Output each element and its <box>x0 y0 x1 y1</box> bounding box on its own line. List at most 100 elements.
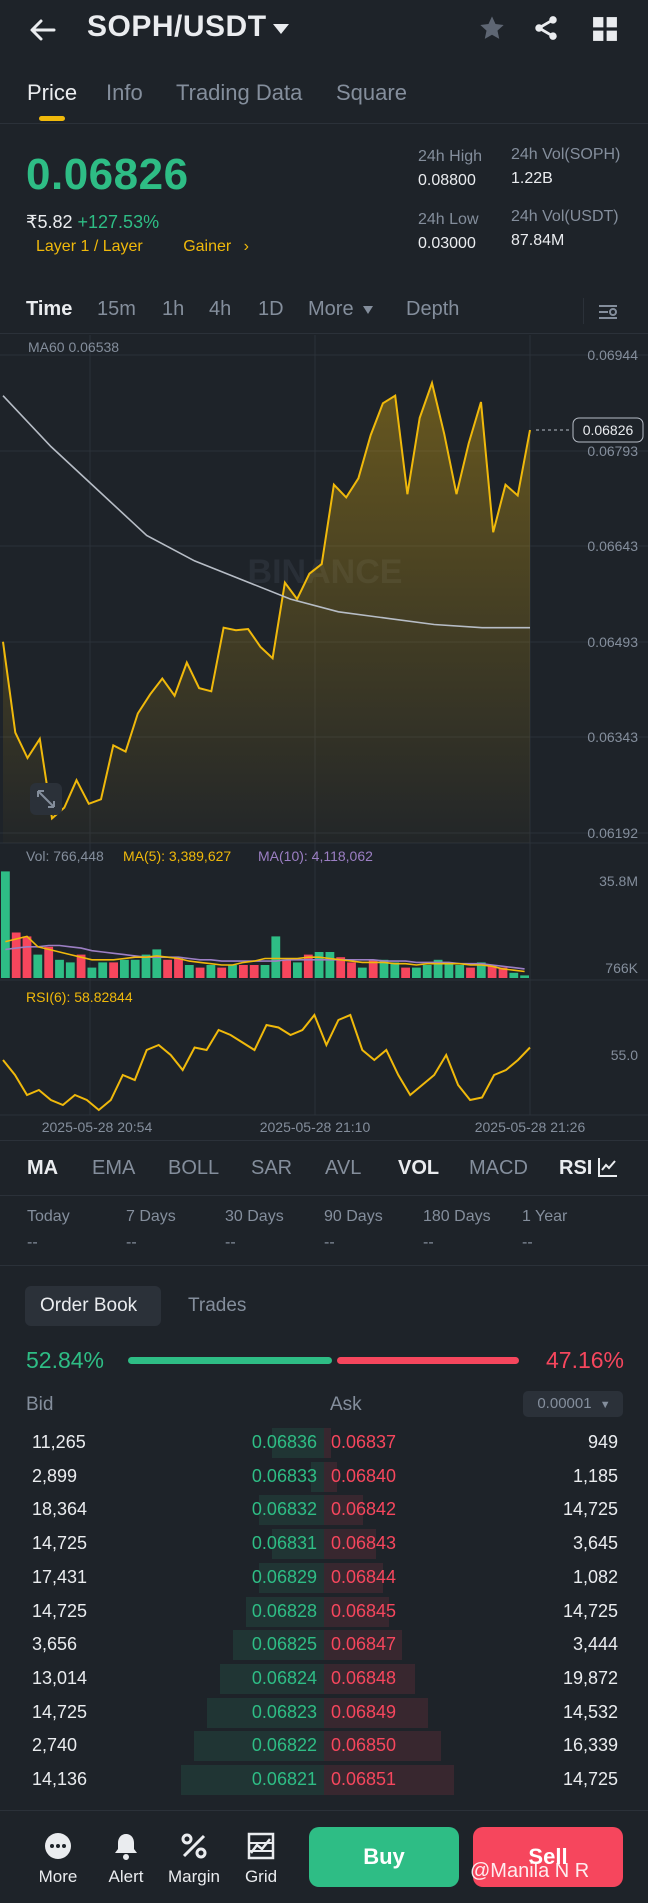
tf-1d[interactable]: 1D <box>258 298 284 320</box>
time-axis-label: 2025-05-28 21:10 <box>260 1119 371 1135</box>
more-button[interactable]: More <box>23 1831 93 1887</box>
ind-boll[interactable]: BOLL <box>168 1157 220 1179</box>
orderbook-row[interactable]: 14,725 0.06828 0.06845 14,725 <box>0 1595 648 1628</box>
bid-depth-bar <box>259 1495 324 1526</box>
star-icon[interactable] <box>478 14 506 42</box>
sell-button[interactable]: Sell <box>473 1827 623 1887</box>
bid-depth-bar <box>194 1731 324 1762</box>
bid-quantity: 17,431 <box>32 1566 88 1587</box>
caret-down-icon[interactable] <box>272 22 290 36</box>
tab-square[interactable]: Square <box>336 80 407 105</box>
orderbook-row[interactable]: 11,265 0.06836 0.06837 949 <box>0 1426 648 1459</box>
bid-price: 0.06832 <box>251 1499 317 1520</box>
low-label: 24h Low <box>418 211 479 228</box>
orderbook-row[interactable]: 17,431 0.06829 0.06844 1,082 <box>0 1561 648 1594</box>
chart-area[interactable]: 0.06944 0.06793 0.06643 0.06493 0.06343 0.061… <box>0 335 648 1135</box>
orderbook-row[interactable]: 14,725 0.06823 0.06849 14,532 <box>0 1696 648 1729</box>
tag-layer[interactable]: Layer 1 / Layer <box>36 238 143 255</box>
price-axis-label: 0.06192 <box>587 825 638 841</box>
price-axis-label: 0.06343 <box>587 729 638 745</box>
bid-ratio: 52.84% <box>26 1347 105 1373</box>
volume-bar <box>217 967 227 978</box>
ask-quantity: 3,444 <box>572 1634 618 1655</box>
tf-4h[interactable]: 4h <box>209 298 232 320</box>
price-axis-label: 0.06493 <box>587 634 638 650</box>
volume-bar <box>368 959 378 978</box>
bid-quantity: 18,364 <box>32 1499 88 1520</box>
ask-price: 0.06849 <box>331 1701 397 1722</box>
precision-select[interactable]: 0.00001 ▼ <box>523 1391 623 1417</box>
tab-bar: Price Info Trading Data Square <box>0 74 648 124</box>
ask-price: 0.06847 <box>331 1634 397 1655</box>
volume-bar <box>239 965 248 978</box>
ask-depth-bar <box>324 1765 454 1795</box>
volume-bar <box>44 946 54 978</box>
orderbook-row[interactable]: 14,136 0.06821 0.06851 14,725 <box>0 1763 648 1796</box>
tab-trading-data[interactable]: Trading Data <box>176 80 303 105</box>
ask-price: 0.06840 <box>331 1465 397 1486</box>
pair-title[interactable]: SOPH/USDT <box>87 10 267 43</box>
ind-avl[interactable]: AVL <box>325 1157 362 1179</box>
alert-button[interactable]: Alert <box>91 1831 161 1887</box>
back-arrow-icon[interactable] <box>28 15 58 45</box>
volume-bar <box>163 959 172 978</box>
ask-price: 0.06848 <box>331 1667 397 1688</box>
ind-macd[interactable]: MACD <box>469 1157 528 1179</box>
bid-price: 0.06822 <box>251 1735 317 1756</box>
orderbook-row[interactable]: 14,725 0.06831 0.06843 3,645 <box>0 1527 648 1560</box>
orderbook-row[interactable]: 2,899 0.06833 0.06840 1,185 <box>0 1460 648 1493</box>
volume-bar <box>444 962 454 978</box>
ind-rsi[interactable]: RSI <box>559 1157 593 1179</box>
ma60-line <box>2 395 530 629</box>
tf-more[interactable]: More <box>308 298 354 320</box>
volume-bar <box>303 954 313 978</box>
fiat-price: ₹5.82 <box>26 212 73 232</box>
ma60-label: MA60 0.06538 <box>28 339 119 355</box>
grid-icon[interactable] <box>592 16 618 42</box>
bid-price: 0.06821 <box>251 1769 317 1789</box>
ask-depth-bar <box>324 1562 383 1593</box>
tf-depth[interactable]: Depth <box>406 298 460 320</box>
bid-depth-bar <box>272 1428 324 1458</box>
grid-button[interactable]: Grid <box>226 1831 296 1887</box>
tf-time[interactable]: Time <box>26 298 73 320</box>
volume-bar <box>466 967 475 978</box>
volume-bar <box>87 967 97 978</box>
ind-vol[interactable]: VOL <box>398 1157 440 1179</box>
orderbook-row[interactable]: 18,364 0.06832 0.06842 14,725 <box>0 1493 648 1526</box>
bid-quantity: 3,656 <box>32 1634 78 1655</box>
ind-ema[interactable]: EMA <box>92 1157 136 1179</box>
tf-15m[interactable]: 15m <box>97 298 136 320</box>
volume-bar <box>65 962 75 978</box>
ind-sar[interactable]: SAR <box>251 1157 293 1179</box>
buy-button[interactable]: Buy <box>309 1827 459 1887</box>
tag-gainer[interactable]: Gainer <box>183 238 232 255</box>
percent-icon <box>181 1833 207 1859</box>
bid-quantity: 2,740 <box>32 1735 78 1756</box>
share-icon[interactable] <box>532 14 560 42</box>
tf-1h[interactable]: 1h <box>162 298 185 320</box>
chart-settings-icon[interactable] <box>596 300 620 324</box>
bottom-bar: More Alert Margin Grid Buy Sell <box>0 1810 648 1903</box>
header: SOPH/USDT <box>0 0 648 60</box>
volume-bar <box>1 871 10 978</box>
indicator-settings-icon[interactable] <box>596 1155 620 1179</box>
margin-button[interactable]: Margin <box>159 1831 229 1887</box>
volume-bar <box>33 954 43 978</box>
ask-depth-bar <box>324 1495 363 1526</box>
tab-trades[interactable]: Trades <box>188 1295 247 1316</box>
bid-depth-bar <box>220 1663 324 1694</box>
kline-chart[interactable]: 0.06944 0.06793 0.06643 0.06493 0.06343 0.061… <box>0 335 648 1135</box>
volume-bar <box>120 959 129 978</box>
volume-bar <box>249 965 259 978</box>
tab-price[interactable]: Price <box>27 80 78 105</box>
rsi-label: RSI(6): 58.82844 <box>26 989 133 1005</box>
ind-ma[interactable]: MA <box>27 1157 59 1179</box>
tab-info[interactable]: Info <box>106 80 143 105</box>
perf-180d: 180 Days -- <box>423 1208 491 1251</box>
margin-label: Margin <box>168 1867 220 1886</box>
orderbook-row[interactable]: 13,014 0.06824 0.06848 19,872 <box>0 1662 648 1695</box>
orderbook-row[interactable]: 3,656 0.06825 0.06847 3,444 <box>0 1628 648 1661</box>
tab-order-book[interactable]: Order Book <box>25 1286 161 1326</box>
orderbook-row[interactable]: 2,740 0.06822 0.06850 16,339 <box>0 1729 648 1762</box>
